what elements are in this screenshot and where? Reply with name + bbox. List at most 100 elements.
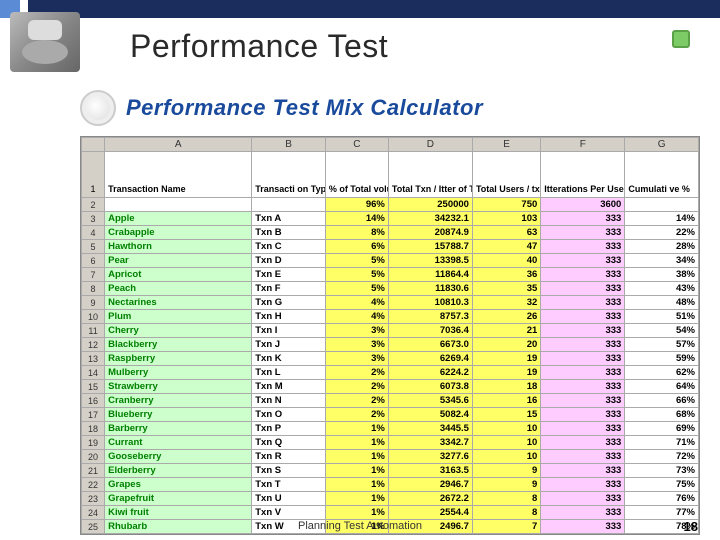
cell-pct: 5% (325, 268, 388, 282)
cell-txn: 34232.1 (388, 212, 472, 226)
cell-cum: 54% (625, 324, 699, 338)
cell-users: 32 (472, 296, 540, 310)
cell-cum: 77% (625, 506, 699, 520)
col-letter-a: A (105, 138, 252, 152)
table-row: 17BlueberryTxn O2%5082.41533368% (82, 408, 699, 422)
col-letter-c: C (325, 138, 388, 152)
cell-iter: 333 (541, 464, 625, 478)
cell-type: Txn D (252, 254, 326, 268)
cell-txn: 6073.8 (388, 380, 472, 394)
row-num: 7 (82, 268, 105, 282)
cell-name: Blueberry (105, 408, 252, 422)
cell-cum: 48% (625, 296, 699, 310)
row-num: 12 (82, 338, 105, 352)
cell-name: Grapefruit (105, 492, 252, 506)
table-row: 21ElderberryTxn S1%3163.5933373% (82, 464, 699, 478)
cell-iter: 333 (541, 366, 625, 380)
table-row: 9NectarinesTxn G4%10810.33233348% (82, 296, 699, 310)
row-num: 16 (82, 394, 105, 408)
cell-pct: 2% (325, 366, 388, 380)
table-row: 5HawthornTxn C6%15788.74733328% (82, 240, 699, 254)
cell-users: 16 (472, 394, 540, 408)
cell-iter: 333 (541, 324, 625, 338)
cell-iter: 333 (541, 422, 625, 436)
cell-iter: 333 (541, 506, 625, 520)
cell-type: Txn R (252, 450, 326, 464)
table-row: 6PearTxn D5%13398.54033334% (82, 254, 699, 268)
cell-txn: 11830.6 (388, 282, 472, 296)
summary-blank-1 (105, 198, 252, 212)
cell-name: Cherry (105, 324, 252, 338)
cell-iter: 333 (541, 338, 625, 352)
cell-pct: 1% (325, 450, 388, 464)
cell-txn: 2946.7 (388, 478, 472, 492)
header-name: Transaction Name (105, 152, 252, 198)
cell-iter: 333 (541, 408, 625, 422)
header-iter: Itterations Per User (541, 152, 625, 198)
table-row: 18BarberryTxn P1%3445.51033369% (82, 422, 699, 436)
cell-txn: 3163.5 (388, 464, 472, 478)
cell-pct: 1% (325, 492, 388, 506)
col-letter-e: E (472, 138, 540, 152)
page-title: Performance Test (130, 28, 388, 65)
cell-name: Raspberry (105, 352, 252, 366)
cell-type: Txn O (252, 408, 326, 422)
cell-cum: 68% (625, 408, 699, 422)
cell-pct: 6% (325, 240, 388, 254)
cell-cum: 69% (625, 422, 699, 436)
cell-iter: 333 (541, 212, 625, 226)
column-letters-row: A B C D E F G (82, 138, 699, 152)
cell-pct: 3% (325, 338, 388, 352)
cell-pct: 8% (325, 226, 388, 240)
cell-name: Apricot (105, 268, 252, 282)
row-num: 14 (82, 366, 105, 380)
cell-name: Strawberry (105, 380, 252, 394)
cell-iter: 333 (541, 310, 625, 324)
cell-cum: 38% (625, 268, 699, 282)
header-users: Total Users / txns per user (472, 152, 540, 198)
cell-txn: 3445.5 (388, 422, 472, 436)
row-num: 20 (82, 450, 105, 464)
table-body: 2 96% 250000 750 3600 3AppleTxn A14%3423… (82, 198, 699, 534)
row-num: 11 (82, 324, 105, 338)
table-row: 14MulberryTxn L2%6224.21933362% (82, 366, 699, 380)
summary-row: 2 96% 250000 750 3600 (82, 198, 699, 212)
cell-type: Txn F (252, 282, 326, 296)
cell-cum: 75% (625, 478, 699, 492)
cell-type: Txn I (252, 324, 326, 338)
cell-iter: 333 (541, 254, 625, 268)
cell-users: 9 (472, 464, 540, 478)
col-letter-d: D (388, 138, 472, 152)
cell-type: Txn S (252, 464, 326, 478)
cell-txn: 8757.3 (388, 310, 472, 324)
table-row: 20GooseberryTxn R1%3277.61033372% (82, 450, 699, 464)
cell-users: 9 (472, 478, 540, 492)
cell-users: 63 (472, 226, 540, 240)
cell-cum: 51% (625, 310, 699, 324)
cell-type: Txn Q (252, 436, 326, 450)
row-num: 18 (82, 422, 105, 436)
cell-cum: 59% (625, 352, 699, 366)
table-row: 3AppleTxn A14%34232.110333314% (82, 212, 699, 226)
col-letter-f: F (541, 138, 625, 152)
cell-name: Crabapple (105, 226, 252, 240)
cell-cum: 73% (625, 464, 699, 478)
cell-name: Elderberry (105, 464, 252, 478)
row-num: 8 (82, 282, 105, 296)
cell-iter: 333 (541, 380, 625, 394)
cell-type: Txn C (252, 240, 326, 254)
table-row: 19CurrantTxn Q1%3342.71033371% (82, 436, 699, 450)
spreadsheet: A B C D E F G 1 Transaction Name Transac… (80, 136, 700, 535)
cell-type: Txn T (252, 478, 326, 492)
table-row: 22GrapesTxn T1%2946.7933375% (82, 478, 699, 492)
cell-iter: 333 (541, 282, 625, 296)
page-number: 18 (684, 519, 698, 534)
data-table: A B C D E F G 1 Transaction Name Transac… (81, 137, 699, 534)
cell-name: Barberry (105, 422, 252, 436)
cell-pct: 2% (325, 394, 388, 408)
cell-cum: 43% (625, 282, 699, 296)
column-headers-row: 1 Transaction Name Transacti on Type % o… (82, 152, 699, 198)
cell-name: Cranberry (105, 394, 252, 408)
header-type: Transacti on Type (252, 152, 326, 198)
cell-pct: 2% (325, 408, 388, 422)
